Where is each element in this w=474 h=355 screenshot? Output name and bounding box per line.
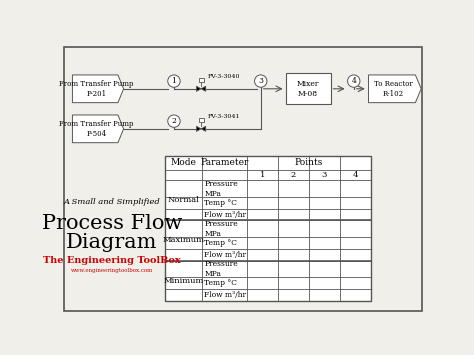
- Text: Diagram: Diagram: [66, 233, 158, 252]
- Polygon shape: [201, 86, 206, 91]
- Text: 3: 3: [258, 77, 263, 85]
- Circle shape: [168, 75, 180, 87]
- Text: Mixer
M-08: Mixer M-08: [297, 80, 319, 98]
- Bar: [199, 118, 204, 122]
- Text: 1: 1: [172, 77, 176, 85]
- Text: The Engineering ToolBox: The Engineering ToolBox: [43, 256, 181, 265]
- Text: Temp °C: Temp °C: [204, 199, 237, 207]
- Bar: [285, 73, 330, 104]
- Bar: [199, 78, 204, 82]
- Circle shape: [347, 75, 360, 87]
- Text: Process Flow: Process Flow: [42, 214, 182, 233]
- Text: Temp °C: Temp °C: [204, 239, 237, 247]
- Text: Flow m³/hr: Flow m³/hr: [204, 251, 246, 259]
- Text: 2: 2: [172, 117, 176, 125]
- Bar: [164, 156, 371, 301]
- Text: 3: 3: [322, 171, 327, 179]
- Polygon shape: [201, 126, 206, 131]
- Circle shape: [168, 115, 180, 127]
- Text: Maximum: Maximum: [162, 236, 204, 245]
- Polygon shape: [196, 86, 201, 91]
- Text: Minimum: Minimum: [163, 277, 203, 284]
- Polygon shape: [368, 75, 421, 103]
- Circle shape: [255, 75, 267, 87]
- Text: A Small and Simplified: A Small and Simplified: [64, 198, 160, 206]
- Text: www.engineeringtoolbox.com: www.engineeringtoolbox.com: [71, 268, 153, 273]
- Text: To Reactor
R-102: To Reactor R-102: [374, 80, 412, 98]
- Text: Flow m³/hr: Flow m³/hr: [204, 211, 246, 219]
- Text: 4: 4: [353, 171, 358, 179]
- Polygon shape: [196, 126, 201, 131]
- Text: Normal: Normal: [167, 196, 199, 204]
- Polygon shape: [73, 115, 124, 143]
- Polygon shape: [73, 75, 124, 103]
- Text: FV-3-3040: FV-3-3040: [207, 74, 240, 79]
- Text: Flow m³/hr: Flow m³/hr: [204, 291, 246, 299]
- Text: 2: 2: [291, 171, 296, 179]
- Text: Pressure
MPa: Pressure MPa: [204, 220, 238, 237]
- Text: FV-3-3041: FV-3-3041: [207, 114, 240, 119]
- Text: From Transfer Pump
P-201: From Transfer Pump P-201: [59, 80, 134, 98]
- Text: Pressure
MPa: Pressure MPa: [204, 180, 238, 197]
- Text: 1: 1: [260, 171, 265, 179]
- Text: Pressure
MPa: Pressure MPa: [204, 260, 238, 278]
- Text: 4: 4: [351, 77, 356, 85]
- Text: From Transfer Pump
P-504: From Transfer Pump P-504: [59, 120, 134, 138]
- Text: Parameter: Parameter: [200, 158, 248, 167]
- Text: Points: Points: [295, 158, 323, 167]
- Text: Temp °C: Temp °C: [204, 279, 237, 287]
- Text: Mode: Mode: [170, 158, 196, 167]
